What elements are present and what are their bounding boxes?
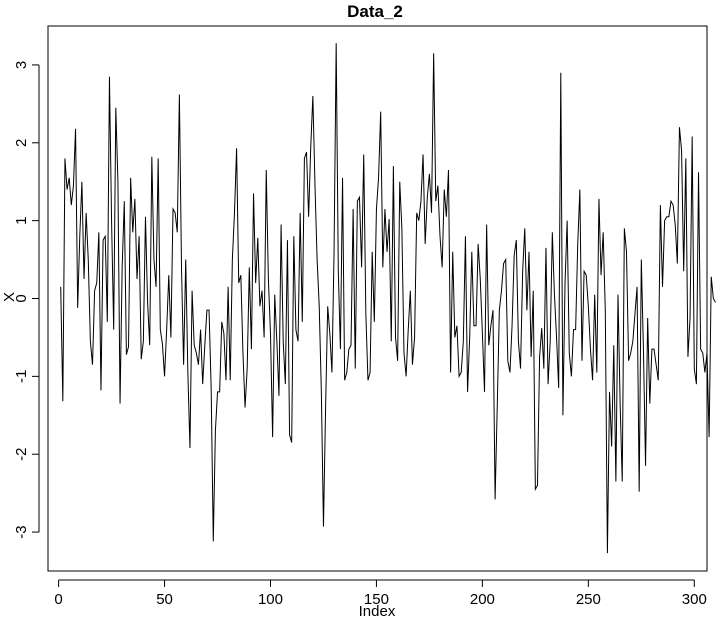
x-tick-label: 150 (364, 591, 389, 608)
x-tick-label: 200 (470, 591, 495, 608)
y-tick-label: 0 (13, 294, 30, 302)
y-axis-title: X (1, 292, 18, 302)
x-tick-label: 100 (258, 591, 283, 608)
y-tick-label: -2 (13, 448, 30, 461)
y-tick-label: -1 (13, 370, 30, 383)
x-axis: 0 50 100 150 200 250 300 (54, 579, 707, 608)
x-tick-label: 0 (54, 591, 62, 608)
y-tick-label: -3 (13, 525, 30, 538)
x-axis-title: Index (359, 603, 396, 620)
plot-frame (47, 25, 708, 572)
y-axis: -3 -2 -1 0 1 2 3 (13, 61, 40, 539)
y-tick-label: 2 (13, 139, 30, 147)
series-line (60, 43, 716, 554)
chart-title: Data_2 (347, 2, 403, 21)
x-tick-label: 250 (576, 591, 601, 608)
y-tick-label: 1 (13, 216, 30, 224)
x-tick-label: 50 (156, 591, 173, 608)
y-tick-label: 3 (13, 61, 30, 69)
x-tick-label: 300 (682, 591, 707, 608)
